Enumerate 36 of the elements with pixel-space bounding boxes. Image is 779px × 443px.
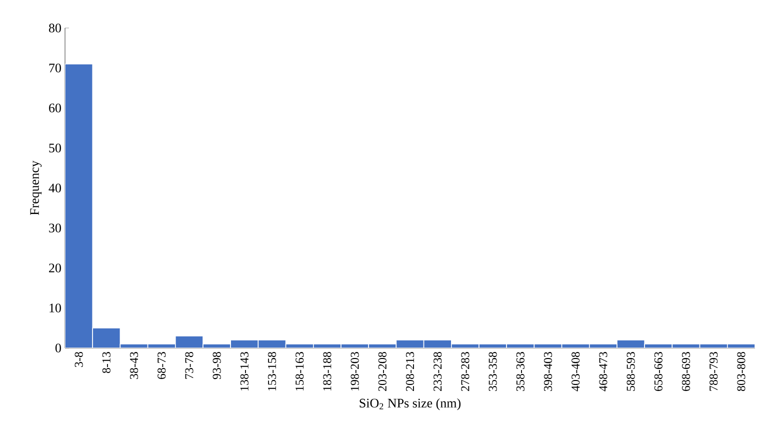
y-tick-label: 10 — [50, 304, 61, 312]
y-tick-label: 0 — [55, 344, 61, 352]
x-tick-label: 3-8 — [74, 352, 83, 367]
x-tick-label: 68-73 — [158, 352, 166, 379]
x-tick-label: 688-693 — [682, 352, 690, 391]
x-tick-label: 183-188 — [323, 352, 332, 390]
y-tick-label: 80 — [48, 24, 61, 32]
x-tick-label: 8-13 — [102, 352, 110, 374]
x-tick-label: 353-358 — [488, 352, 497, 391]
x-tick-label: 208-213 — [406, 352, 414, 391]
y-tick-label: 50 — [49, 144, 61, 152]
x-axis-title: SiO$_{2}$ NPs size (nm) — [360, 398, 461, 410]
x-tick-label: 803-808 — [737, 352, 746, 392]
x-tick-label: 358-363 — [516, 352, 524, 391]
x-tick-label: 403-408 — [572, 352, 580, 392]
x-tick-label: 153-158 — [268, 352, 276, 390]
x-tick-label: 203-208 — [378, 352, 386, 391]
x-tick-label: 468-473 — [599, 352, 608, 392]
x-tick-label: 158-163 — [296, 352, 304, 390]
x-tick-label: 788-793 — [710, 352, 718, 391]
x-tick-label: 93-98 — [212, 352, 221, 380]
y-tick-label: 40 — [48, 184, 61, 192]
x-tick-label: 198-203 — [350, 352, 359, 390]
y-tick-label: 70 — [49, 64, 61, 72]
y-axis-title: Frequency — [30, 160, 42, 216]
x-tick-label: 658-663 — [654, 352, 662, 391]
y-tick-label: 60 — [49, 104, 61, 112]
y-tick-label: 30 — [49, 224, 61, 232]
x-tick-label: 73-78 — [185, 352, 194, 379]
x-tick-label: 233-238 — [434, 352, 442, 391]
x-tick-label: 398-403 — [544, 352, 552, 391]
x-tick-label: 588-593 — [626, 352, 635, 391]
y-tick-label: 20 — [49, 264, 61, 272]
x-tick-label: 278-283 — [461, 352, 470, 391]
x-tick-label: 138-143 — [240, 352, 248, 390]
x-tick-label: 38-43 — [130, 352, 138, 379]
